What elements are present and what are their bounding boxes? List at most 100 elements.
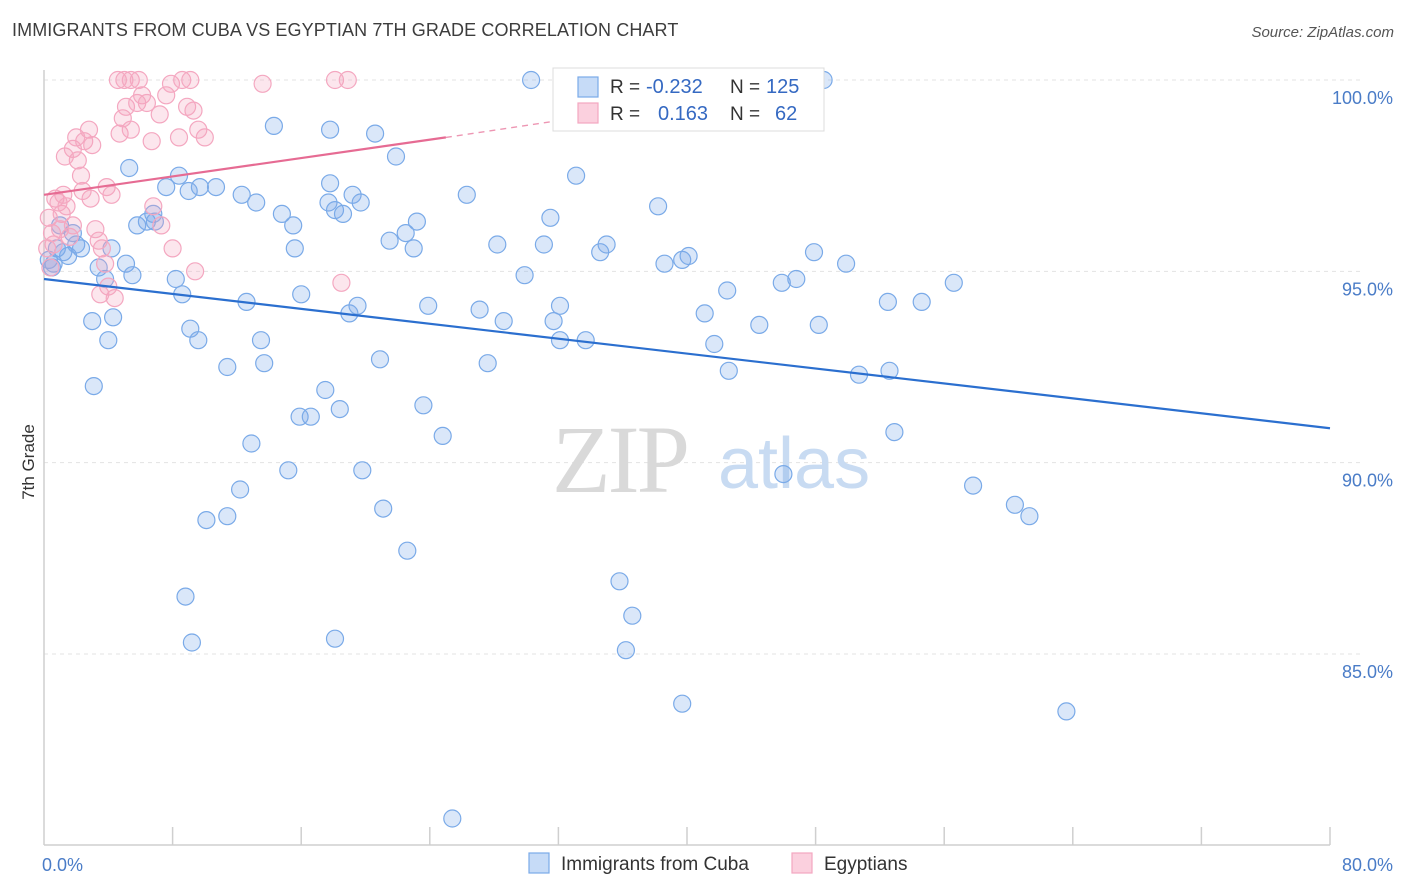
egyptians-point (121, 120, 140, 139)
cuba-point (494, 312, 513, 331)
cuba-point (279, 461, 298, 480)
series-cuba-points (39, 70, 1076, 828)
cuba-point (301, 407, 320, 426)
egyptians-point (115, 70, 134, 90)
cuba-point (478, 354, 497, 373)
cuba-point (321, 120, 340, 139)
cuba-point (116, 254, 136, 273)
cuba-point (836, 254, 856, 273)
egyptians-point (68, 151, 87, 170)
cuba-point (292, 285, 311, 304)
egyptians-point (169, 128, 189, 147)
cuba-point (232, 185, 251, 204)
legend-n-value-egyptians: 62 (775, 103, 797, 125)
legend-swatch-cuba (577, 76, 599, 98)
cuba-point (190, 178, 209, 197)
cuba-point (218, 507, 237, 526)
cuba-point (84, 377, 103, 396)
cuba-point (774, 465, 793, 484)
x-tick-label: 0.0% (42, 855, 83, 875)
cuba-point (218, 357, 237, 377)
cuba-point (319, 193, 338, 212)
egyptians-point (102, 185, 121, 204)
cuba-point (366, 124, 385, 143)
cuba-point (534, 235, 554, 254)
cuba-point (544, 312, 563, 331)
cuba-point (206, 178, 226, 197)
legend-r-label-egyptians: R = (610, 104, 640, 125)
cuba-point (284, 216, 303, 235)
cuba-point (787, 269, 806, 289)
egyptians-point (195, 128, 214, 147)
chart-source: Source: ZipAtlas.com (1251, 24, 1394, 41)
legend-series: Immigrants from Cuba Egyptians (528, 852, 907, 875)
cuba-point (1057, 702, 1076, 721)
cuba-point (176, 587, 195, 606)
egyptians-point (71, 166, 91, 185)
cuba-point (272, 204, 291, 223)
cuba-point (695, 304, 714, 323)
cuba-point (374, 499, 393, 518)
series-egyptians-points (38, 70, 357, 308)
cuba-point (719, 361, 738, 380)
cuba-trend-line (43, 277, 1331, 430)
cuba-point (103, 308, 123, 327)
cuba-point (878, 292, 898, 311)
egyptians-point (95, 254, 115, 273)
cuba-point (189, 331, 208, 350)
cuba-point (772, 273, 791, 292)
cuba-point (655, 254, 674, 273)
y-axis-title: 7th Grade (19, 424, 38, 500)
cuba-point (880, 361, 899, 380)
legend-bottom-swatch-egyptians (791, 852, 813, 874)
egyptians-point (186, 262, 205, 281)
cuba-point (623, 606, 642, 625)
cuba-point (804, 243, 824, 262)
cuba-point (705, 334, 724, 354)
cuba-point (1005, 495, 1025, 514)
egyptians-point (338, 70, 357, 90)
legend-r-value-cuba: -0.232 (646, 76, 703, 98)
cuba-point (316, 380, 335, 400)
cuba-point (597, 235, 616, 254)
cuba-point (673, 694, 692, 713)
cuba-point (963, 476, 983, 495)
y-tick-label: 85.0% (1342, 662, 1393, 682)
egyptians-point (86, 220, 105, 239)
egyptians-point (332, 273, 351, 292)
egyptians-point (81, 189, 100, 208)
cuba-point (353, 461, 372, 480)
egyptians-point (181, 70, 200, 90)
cuba-point (348, 296, 367, 315)
cuba-point (182, 633, 201, 652)
cuba-point (264, 116, 283, 136)
cuba-point (231, 480, 250, 499)
cuba-point (457, 185, 476, 204)
egyptians-point (184, 101, 203, 120)
egyptians-point (60, 227, 79, 246)
legend-swatch-egyptians (577, 102, 599, 124)
cuba-point (550, 296, 570, 315)
cuba-point (610, 572, 629, 591)
cuba-point (616, 641, 636, 660)
chart-title: IMMIGRANTS FROM CUBA VS EGYPTIAN 7TH GRA… (12, 20, 679, 40)
cuba-point (541, 208, 560, 227)
egyptians-point (325, 70, 345, 90)
cuba-point (128, 216, 147, 235)
egyptians-point (137, 93, 156, 113)
watermark-zip: ZIP (552, 406, 687, 513)
cuba-point (396, 224, 415, 243)
cuba-point (488, 235, 507, 254)
egyptians-point (105, 289, 124, 308)
cuba-point (718, 281, 737, 300)
cuba-point (750, 315, 769, 334)
cuba-point (157, 178, 176, 197)
watermark-atlas: atlas (718, 424, 870, 504)
legend-bottom-swatch-cuba (528, 852, 550, 874)
cuba-point (407, 212, 426, 231)
cuba-point (1020, 507, 1039, 526)
y-tick-label: 90.0% (1342, 471, 1393, 491)
egyptians-point (161, 74, 181, 93)
legend-r-label-cuba: R = (610, 77, 640, 98)
y-tick-label: 95.0% (1342, 279, 1393, 299)
